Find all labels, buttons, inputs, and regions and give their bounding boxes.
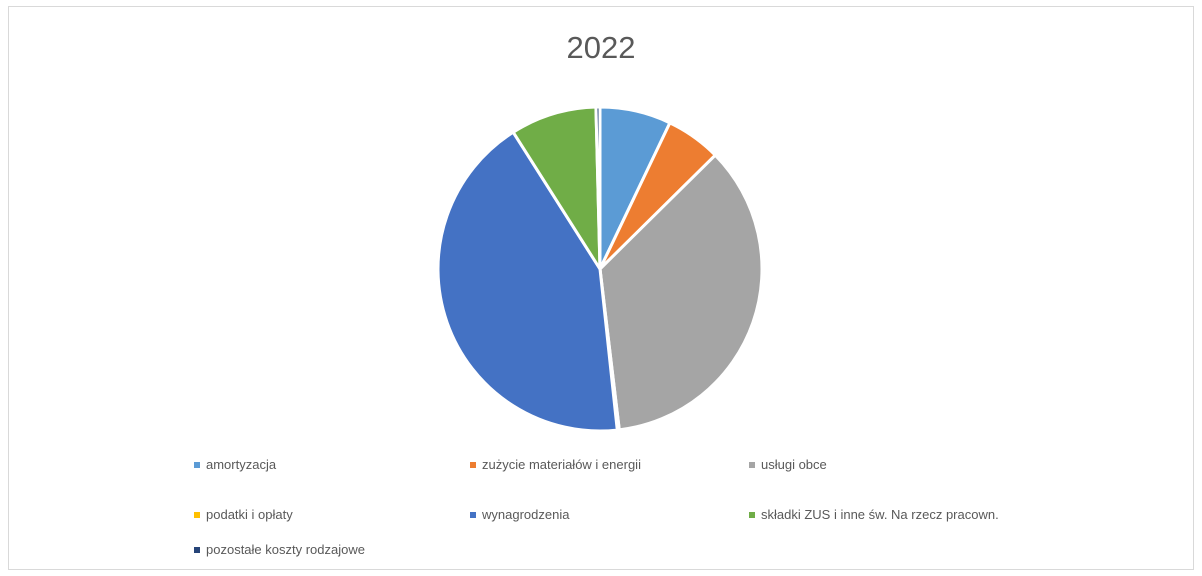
legend-item-amortyzacja: amortyzacja	[194, 457, 276, 472]
legend-swatch	[194, 511, 200, 518]
legend-label: składki ZUS i inne św. Na rzecz pracown.	[761, 507, 999, 522]
pie-slices	[436, 105, 764, 433]
legend-swatch	[470, 461, 476, 468]
legend-item-podatki-i-oplaty: podatki i opłaty	[194, 507, 293, 522]
legend-swatch	[194, 461, 200, 468]
legend-label: amortyzacja	[206, 457, 277, 472]
legend-swatch	[194, 546, 200, 553]
legend-item-wynagrodzenia: wynagrodzenia	[470, 507, 569, 522]
legend-swatch	[470, 511, 476, 518]
legend-label: usługi obce	[761, 457, 827, 472]
pie-slice-6	[594, 105, 602, 271]
pie-slice-5	[511, 105, 602, 271]
legend-swatch	[749, 511, 755, 518]
legend-label: wynagrodzenia	[482, 507, 570, 522]
legend-item-zuzycie-materialow: zużycie materiałów i energii	[470, 457, 641, 472]
chart-title: 2022	[566, 30, 636, 65]
legend-item-uslugi-obce: usługi obce	[749, 457, 827, 472]
pie-slice-2	[598, 153, 764, 432]
pie-slice-4	[436, 130, 619, 433]
legend-label: podatki i opłaty	[206, 507, 293, 522]
legend-label: pozostałe koszty rodzajowe	[206, 542, 365, 557]
legend-label: zużycie materiałów i energii	[482, 457, 641, 472]
legend-item-pozostale-koszty: pozostałe koszty rodzajowe	[194, 542, 365, 557]
legend-item-skladki-zus: składki ZUS i inne św. Na rzecz pracown.	[749, 507, 999, 522]
legend-swatch	[749, 461, 755, 468]
